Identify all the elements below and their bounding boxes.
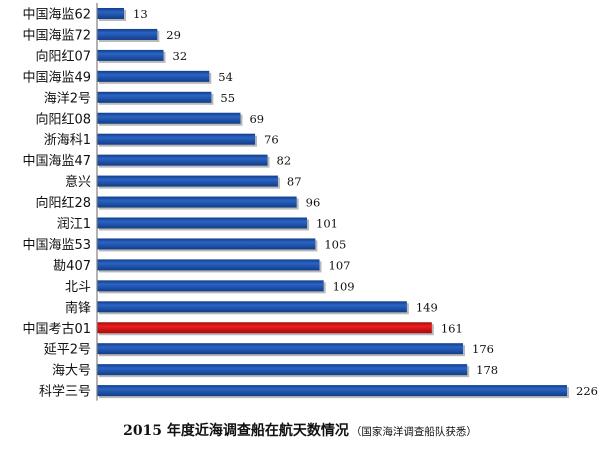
category-label: 南锋 [65,300,91,316]
bar [97,91,212,103]
data-label: 161 [441,321,463,335]
data-label: 87 [287,175,302,189]
category-label: 海洋2号 [44,91,91,106]
bar [97,259,320,271]
category-label: 中国海监53 [22,238,91,253]
bar [97,28,158,40]
category-label: 海大号 [52,364,91,379]
category-label: 中国海监62 [22,8,91,23]
chart-caption: 2015 年度近海调查船在航天数情况 （国家海洋调查船队获悉） [0,420,600,440]
data-label: 105 [324,237,346,251]
data-label: 178 [476,363,498,377]
category-label: 中国考古01 [22,322,91,337]
bar [97,112,241,124]
bar [97,133,256,145]
bar-chart-plot: 中国海监62 13 中国海监72 29 向阳红07 32 中国海监49 54 海洋2号 55 向阳红… [22,3,598,401]
chart-source-note: （国家海洋调查船队获悉） [350,426,477,438]
data-label: 13 [133,7,148,21]
bar-highlighted [97,322,432,334]
category-label: 浙海科1 [44,133,91,148]
category-label: 中国海监72 [22,28,91,43]
bar [97,154,268,166]
bar [97,385,567,397]
bar [97,238,316,250]
bar [97,217,308,229]
bar [97,196,297,208]
data-label: 226 [576,384,598,398]
category-label: 科学三号 [39,384,91,400]
bar [97,301,407,313]
category-label: 中国海监47 [22,154,91,169]
data-label: 149 [416,300,438,314]
category-label: 润江1 [57,217,91,232]
category-label: 中国海监49 [22,70,91,85]
data-label: 176 [472,342,494,356]
data-label: 96 [306,196,321,210]
category-label: 延平2号 [44,343,91,358]
category-label: 勘407 [53,259,91,274]
bar [97,49,164,61]
data-label: 55 [220,91,235,105]
category-label: 北斗 [65,280,91,295]
bar [97,364,468,376]
chart-title: 2015 年度近海调查船在航天数情况 [123,423,349,439]
data-label: 109 [333,279,355,293]
bar [97,280,324,292]
data-label: 82 [277,154,292,168]
data-label: 69 [249,112,264,126]
data-label: 29 [166,28,181,42]
bar [97,343,464,355]
bar [97,70,210,82]
category-label: 向阳红08 [35,111,91,127]
category-label: 意兴 [65,174,91,190]
data-label: 101 [316,217,338,231]
bar [97,8,125,19]
category-label: 向阳红28 [35,195,91,211]
category-label: 向阳红07 [35,48,91,64]
data-label: 107 [329,258,351,272]
data-label: 54 [218,70,233,84]
data-label: 32 [173,49,188,63]
data-label: 76 [264,133,279,147]
bar [97,175,278,187]
